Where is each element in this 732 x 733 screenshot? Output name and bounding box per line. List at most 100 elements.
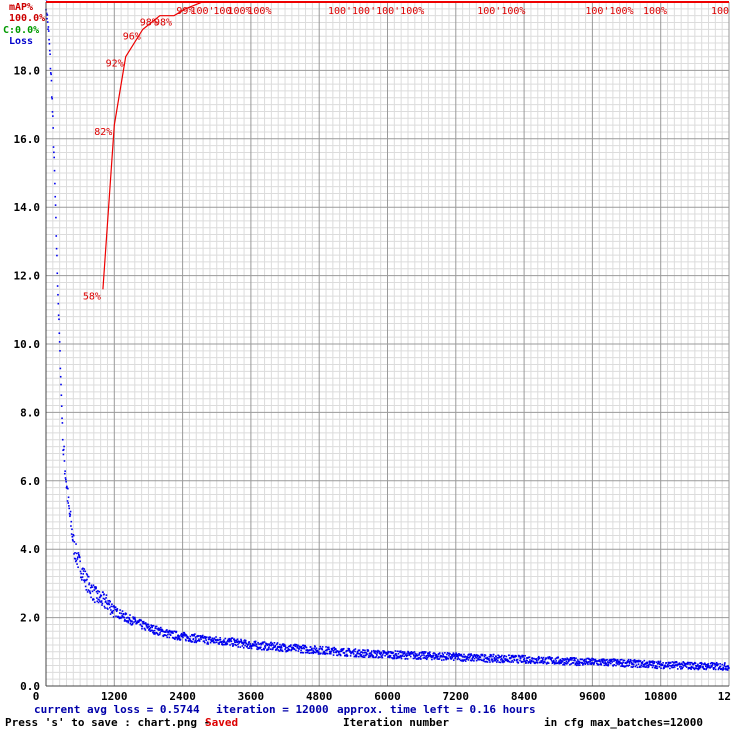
loss-point xyxy=(461,659,464,661)
loss-point xyxy=(688,661,690,664)
loss-point xyxy=(716,664,719,667)
loss-point xyxy=(209,641,212,644)
loss-point xyxy=(185,634,188,637)
loss-point xyxy=(89,592,92,595)
loss-point xyxy=(345,649,348,652)
loss-point xyxy=(574,659,576,662)
loss-point xyxy=(147,623,150,626)
loss-point xyxy=(396,650,399,653)
loss-point xyxy=(441,652,444,654)
loss-point xyxy=(253,640,256,643)
loss-point xyxy=(653,662,656,664)
loss-point xyxy=(534,662,536,665)
loss-point xyxy=(440,654,443,657)
loss-point xyxy=(413,651,416,653)
loss-point xyxy=(257,647,260,650)
loss-point xyxy=(48,49,51,52)
loss-point xyxy=(261,648,263,651)
loss-point xyxy=(632,665,635,668)
loss-point xyxy=(633,659,636,661)
loss-point xyxy=(641,662,644,664)
loss-point xyxy=(141,627,143,630)
loss-point xyxy=(77,553,80,556)
loss-point xyxy=(72,534,75,537)
loss-point xyxy=(466,656,469,659)
loss-point xyxy=(405,657,407,660)
loss-point xyxy=(476,657,478,659)
loss-point xyxy=(236,641,239,644)
loss-point xyxy=(370,652,373,654)
loss-point xyxy=(330,650,332,653)
loss-point xyxy=(474,655,477,658)
loss-point xyxy=(258,643,260,646)
loss-point xyxy=(557,656,560,659)
loss-point xyxy=(108,602,110,604)
loss-point xyxy=(70,520,73,523)
loss-point xyxy=(193,634,196,637)
loss-point xyxy=(69,513,72,516)
loss-point xyxy=(305,646,308,649)
loss-point xyxy=(145,624,148,627)
loss-point xyxy=(458,654,460,657)
loss-point xyxy=(650,660,652,663)
loss-point xyxy=(483,660,485,662)
loss-point xyxy=(585,660,588,662)
loss-point xyxy=(79,570,82,573)
loss-point xyxy=(88,582,91,584)
loss-point xyxy=(304,644,306,647)
loss-point xyxy=(132,616,134,618)
loss-point xyxy=(531,657,534,660)
loss-point xyxy=(171,631,174,633)
loss-point xyxy=(154,633,156,635)
loss-point xyxy=(266,644,269,647)
loss-point xyxy=(621,662,624,665)
loss-point xyxy=(681,664,684,666)
loss-point xyxy=(542,656,545,659)
loss-point xyxy=(637,663,640,665)
loss-point xyxy=(403,651,406,653)
loss-point xyxy=(155,625,158,628)
loss-point xyxy=(433,658,436,660)
loss-point xyxy=(82,567,84,570)
loss-point xyxy=(77,552,80,554)
loss-point xyxy=(601,658,604,661)
loss-point xyxy=(712,667,715,669)
loss-point xyxy=(197,635,200,637)
loss-point xyxy=(321,646,324,648)
loss-point xyxy=(488,657,490,660)
loss-point xyxy=(653,661,656,663)
loss-point xyxy=(76,558,79,560)
loss-point xyxy=(325,646,327,648)
loss-point xyxy=(558,662,561,665)
loss-point xyxy=(45,12,48,15)
loss-point xyxy=(714,663,716,666)
loss-point xyxy=(594,658,597,661)
loss-point xyxy=(235,639,238,642)
loss-point xyxy=(166,636,169,639)
loss-point xyxy=(62,453,65,456)
loss-point xyxy=(571,657,574,660)
loss-point xyxy=(161,629,164,631)
loss-point xyxy=(87,589,90,591)
loss-point xyxy=(500,657,503,660)
loss-point xyxy=(271,642,274,645)
loss-point xyxy=(113,605,115,607)
loss-point xyxy=(318,648,321,650)
loss-point xyxy=(177,638,180,640)
loss-point xyxy=(264,645,267,647)
loss-point xyxy=(536,661,539,664)
loss-point xyxy=(569,663,571,666)
loss-point xyxy=(115,615,117,618)
loss-point xyxy=(479,656,482,659)
loss-point xyxy=(480,659,483,662)
loss-point xyxy=(389,654,392,657)
loss-point xyxy=(312,652,315,655)
loss-point xyxy=(462,659,465,661)
loss-point xyxy=(224,643,226,646)
loss-point xyxy=(116,609,118,612)
loss-point xyxy=(205,639,207,641)
loss-point xyxy=(68,505,70,507)
loss-point xyxy=(505,655,508,658)
loss-point xyxy=(134,619,137,622)
loss-point xyxy=(99,600,101,603)
